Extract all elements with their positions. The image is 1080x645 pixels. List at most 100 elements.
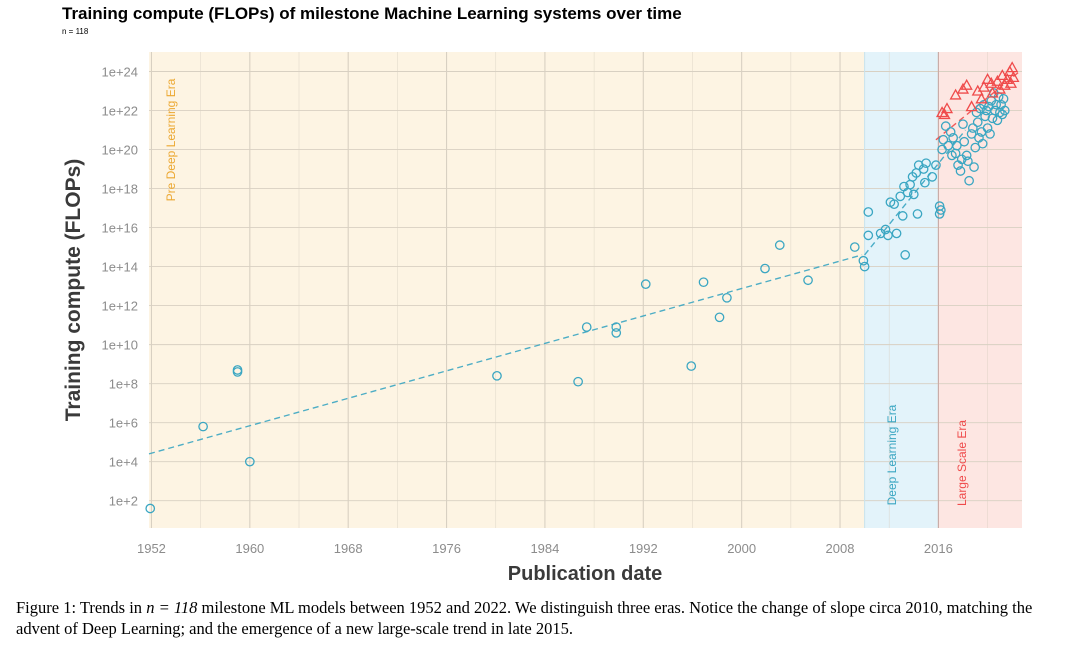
data-point-circle xyxy=(900,250,911,260)
data-point-circle xyxy=(970,142,981,153)
figure-caption: Figure 1: Trends in n = 118 milestone ML… xyxy=(16,597,1066,639)
data-point-circle xyxy=(999,105,1010,116)
data-point-circle xyxy=(998,93,1009,104)
data-point-circle xyxy=(979,99,989,110)
data-point-circle xyxy=(573,376,583,387)
trend-line xyxy=(864,129,966,256)
data-point-circle xyxy=(492,370,502,381)
data-point-circle xyxy=(880,224,891,235)
data-point-circle xyxy=(985,129,995,139)
data-point-circle xyxy=(803,275,813,286)
compute-scatter-chart: Pre Deep Learning Era Deep Learning Era La… xyxy=(62,52,1022,585)
data-point-circle xyxy=(891,228,902,239)
data-point-circle xyxy=(908,189,919,200)
data-point-circle xyxy=(935,205,946,215)
data-point-triangle xyxy=(940,102,954,114)
x-tick-label: 1992 xyxy=(629,541,658,556)
y-tick-label: 1e+2 xyxy=(109,494,138,509)
data-point-circle xyxy=(964,175,974,186)
data-point-triangle xyxy=(1006,61,1019,73)
data-point-circle xyxy=(859,261,870,272)
era-label-deep-learning: Deep Learning Era xyxy=(885,404,899,505)
data-point-triangle xyxy=(949,88,962,100)
x-tick-label: 2000 xyxy=(727,541,756,556)
data-point-circle xyxy=(760,263,770,274)
data-point-circle xyxy=(145,503,156,514)
data-point-circle xyxy=(931,160,941,170)
sample-size-label: n = 118 xyxy=(62,27,89,36)
data-point-circle xyxy=(963,156,973,167)
x-tick-label: 1952 xyxy=(137,541,166,556)
data-point-circle xyxy=(918,164,929,174)
data-point-circle xyxy=(849,242,860,252)
era-label-pre-deep-learning: Pre Deep Learning Era xyxy=(164,78,178,201)
data-point-circle xyxy=(863,207,874,217)
y-tick-label: 1e+22 xyxy=(101,104,138,119)
data-point-triangle xyxy=(991,74,1004,86)
data-point-triangle xyxy=(938,108,951,120)
data-point-circle xyxy=(858,255,869,266)
data-point-circle xyxy=(581,322,592,332)
caption-suffix: milestone ML models between 1952 and 202… xyxy=(16,598,1033,638)
data-point-circle xyxy=(967,123,978,133)
data-point-circle xyxy=(940,121,951,131)
data-point-triangle xyxy=(975,92,988,104)
y-tick-label: 1e+20 xyxy=(101,143,138,158)
data-point-triangle xyxy=(965,100,978,112)
era-band-deep-learning xyxy=(864,52,939,528)
data-point-circle xyxy=(958,119,968,130)
x-tick-label: 1984 xyxy=(530,541,559,556)
y-tick-label: 1e+4 xyxy=(109,455,138,470)
data-point-circle xyxy=(640,279,651,289)
data-point-circle xyxy=(972,117,983,128)
data-point-circle xyxy=(611,328,622,338)
trend-line xyxy=(148,254,863,455)
data-point-triangle xyxy=(960,78,973,90)
data-point-circle xyxy=(897,211,908,221)
data-point-circle xyxy=(714,312,725,323)
data-point-circle xyxy=(244,456,255,467)
x-tick-label: 2008 xyxy=(826,541,855,556)
y-tick-label: 1e+6 xyxy=(109,416,138,431)
y-tick-label: 1e+18 xyxy=(101,182,138,197)
caption-n-expression: n = 118 xyxy=(146,598,198,617)
data-point-circle xyxy=(977,138,988,149)
data-point-circle xyxy=(951,140,962,151)
x-axis-title: Publication date xyxy=(508,563,662,585)
y-tick-label: 1e+14 xyxy=(101,260,138,275)
data-point-circle xyxy=(961,150,972,161)
data-point-circle xyxy=(959,136,970,147)
data-point-circle xyxy=(921,158,931,169)
y-tick-label: 1e+10 xyxy=(101,338,138,353)
data-point-circle xyxy=(912,209,923,219)
data-point-circle xyxy=(948,132,958,143)
data-point-circle xyxy=(232,367,243,377)
data-point-circle xyxy=(934,201,945,211)
data-point-triangle xyxy=(1007,71,1020,83)
y-tick-label: 1e+16 xyxy=(101,221,138,236)
data-point-circle xyxy=(938,134,949,145)
y-tick-label: 1e+12 xyxy=(101,299,138,314)
data-point-circle xyxy=(982,123,993,133)
page-title: Training compute (FLOPs) of milestone Ma… xyxy=(62,4,682,23)
data-point-circle xyxy=(969,162,979,172)
data-point-circle xyxy=(698,277,709,288)
x-tick-label: 1960 xyxy=(235,541,264,556)
y-axis-title: Training compute (FLOPs) xyxy=(62,159,85,422)
data-point-triangle xyxy=(981,72,994,84)
x-tick-label: 1976 xyxy=(432,541,461,556)
data-point-circle xyxy=(990,105,1000,116)
era-band-large-scale xyxy=(938,52,1022,528)
data-point-circle xyxy=(955,166,966,176)
data-point-circle xyxy=(863,230,874,241)
caption-prefix: Figure 1: Trends in xyxy=(16,598,147,617)
data-point-circle xyxy=(722,292,732,303)
data-point-circle xyxy=(920,177,930,188)
data-point-circle xyxy=(927,172,938,182)
data-point-circle xyxy=(686,361,697,371)
y-tick-label: 1e+24 xyxy=(101,65,138,80)
y-tick-label: 1e+8 xyxy=(109,377,138,392)
data-point-circle xyxy=(895,191,906,202)
data-point-circle xyxy=(198,421,208,432)
era-band-pre-deep-learning xyxy=(149,52,865,528)
